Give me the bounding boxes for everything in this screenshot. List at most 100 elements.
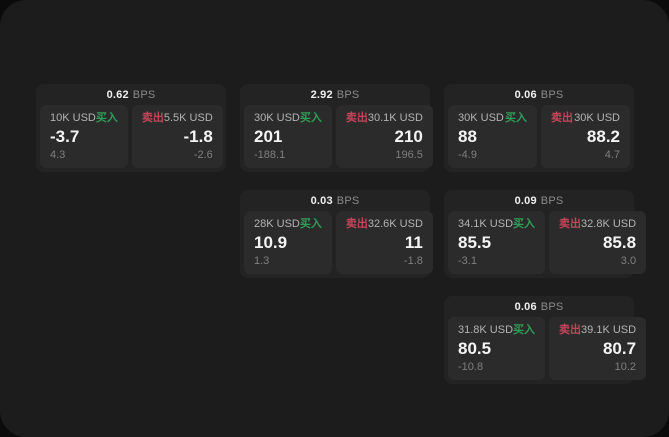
buy-tile-header: 31.8K USD 买入	[458, 324, 535, 337]
card-body: 31.8K USD 买入 80.5 -10.8 卖出 39.1K USD 80.…	[448, 317, 647, 380]
card-body: 10K USD 买入 -3.7 4.3 卖出 5.5K USD -1.8 -2.…	[40, 105, 223, 168]
sell-change: 196.5	[395, 149, 423, 161]
sell-side-label: 卖出	[345, 112, 368, 124]
bps-value: 0.03	[310, 194, 333, 207]
sell-amount: 39.1K USD	[581, 324, 637, 336]
quote-card: 0.06 BPS 30K USD 买入 88 -4.9 卖出 30K USD 8…	[444, 84, 634, 172]
sell-price: 85.8	[602, 233, 637, 252]
card-header: 0.06 BPS	[448, 296, 630, 317]
sell-tile[interactable]: 卖出 32.6K USD 11 -1.8	[335, 211, 433, 274]
sell-tile-header: 卖出 32.8K USD	[559, 218, 636, 231]
bps-unit: BPS	[336, 88, 360, 101]
buy-change: -4.9	[458, 149, 477, 161]
buy-tile-header: 30K USD 买入	[254, 112, 322, 125]
buy-side-label: 买入	[299, 218, 322, 230]
sell-tile-header: 卖出 30K USD	[551, 112, 620, 125]
sell-tile[interactable]: 卖出 5.5K USD -1.8 -2.6	[131, 105, 223, 168]
sell-price: 11	[404, 233, 423, 252]
sell-price: 210	[394, 127, 423, 146]
sell-tile[interactable]: 卖出 32.8K USD 85.8 3.0	[549, 211, 647, 274]
quote-card-grid: 0.62 BPS 10K USD 买入 -3.7 4.3 卖出 5.5K USD…	[36, 84, 647, 384]
sell-amount: 30.1K USD	[367, 112, 423, 124]
bps-unit: BPS	[540, 194, 564, 207]
buy-amount: 30K USD	[458, 112, 504, 124]
sell-change: -1.8	[403, 255, 423, 267]
sell-change: 3.0	[620, 255, 637, 267]
buy-tile[interactable]: 10K USD 买入 -3.7 4.3	[40, 105, 128, 168]
buy-amount: 28K USD	[254, 218, 300, 230]
bps-unit: BPS	[540, 300, 564, 313]
buy-price: 10.9	[254, 233, 288, 252]
buy-change: -188.1	[254, 149, 286, 161]
buy-side-label: 买入	[513, 218, 536, 230]
buy-price: 85.5	[458, 233, 492, 252]
sell-change: 4.7	[604, 149, 620, 161]
card-body: 28K USD 买入 10.9 1.3 卖出 32.6K USD 11 -1.8	[244, 211, 433, 274]
sell-amount: 5.5K USD	[163, 112, 213, 124]
buy-change: 1.3	[254, 255, 270, 267]
sell-change: -2.6	[193, 149, 213, 161]
buy-side-label: 买入	[505, 112, 527, 124]
bps-value: 2.92	[310, 88, 333, 101]
buy-side-label: 买入	[95, 112, 118, 124]
buy-price: 80.5	[458, 339, 492, 358]
buy-tile-header: 30K USD 买入	[458, 112, 527, 125]
buy-amount: 10K USD	[50, 112, 96, 124]
sell-tile[interactable]: 卖出 39.1K USD 80.7 10.2	[549, 317, 647, 380]
buy-tile-header: 10K USD 买入	[50, 112, 118, 125]
card-header: 0.06 BPS	[448, 84, 630, 105]
buy-tile[interactable]: 31.8K USD 买入 80.5 -10.8	[448, 317, 546, 380]
buy-amount: 34.1K USD	[458, 218, 514, 230]
sell-price: 88.2	[586, 127, 620, 146]
bps-value: 0.06	[514, 88, 537, 101]
bps-value: 0.06	[514, 300, 537, 313]
sell-change: 10.2	[614, 361, 637, 373]
quote-card: 0.03 BPS 28K USD 买入 10.9 1.3 卖出 32.6K US…	[240, 190, 433, 278]
card-header: 2.92 BPS	[244, 84, 426, 105]
sell-price: -1.8	[183, 127, 213, 146]
card-header: 0.62 BPS	[40, 84, 222, 105]
sell-tile[interactable]: 卖出 30.1K USD 210 196.5	[335, 105, 433, 168]
card-body: 34.1K USD 买入 85.5 -3.1 卖出 32.8K USD 85.8…	[448, 211, 647, 274]
sell-tile-header: 卖出 30.1K USD	[346, 112, 423, 125]
sell-amount: 32.8K USD	[581, 218, 637, 230]
sell-tile-header: 卖出 39.1K USD	[559, 324, 636, 337]
sell-tile[interactable]: 卖出 30K USD 88.2 4.7	[541, 105, 630, 168]
buy-price: 201	[254, 127, 283, 146]
sell-amount: 32.6K USD	[367, 218, 423, 230]
sell-side-label: 卖出	[559, 218, 582, 230]
card-body: 30K USD 买入 88 -4.9 卖出 30K USD 88.2 4.7	[448, 105, 630, 168]
sell-amount: 30K USD	[574, 112, 620, 124]
quote-card: 0.62 BPS 10K USD 买入 -3.7 4.3 卖出 5.5K USD…	[36, 84, 226, 172]
bps-value: 0.62	[106, 88, 129, 101]
buy-change: 4.3	[50, 149, 66, 161]
buy-change: -10.8	[458, 361, 484, 373]
quote-card: 0.06 BPS 31.8K USD 买入 80.5 -10.8 卖出 39.1…	[444, 296, 647, 384]
bps-unit: BPS	[336, 194, 360, 207]
sell-side-label: 卖出	[551, 112, 573, 124]
bps-unit: BPS	[132, 88, 156, 101]
sell-side-label: 卖出	[141, 112, 164, 124]
buy-tile[interactable]: 30K USD 买入 201 -188.1	[244, 105, 332, 168]
buy-tile-header: 28K USD 买入	[254, 218, 322, 231]
sell-tile-header: 卖出 5.5K USD	[142, 112, 213, 125]
buy-amount: 31.8K USD	[458, 324, 514, 336]
buy-tile[interactable]: 34.1K USD 买入 85.5 -3.1	[448, 211, 546, 274]
card-header: 0.03 BPS	[244, 190, 426, 211]
bps-unit: BPS	[540, 88, 564, 101]
buy-tile[interactable]: 30K USD 买入 88 -4.9	[448, 105, 537, 168]
buy-side-label: 买入	[513, 324, 536, 336]
card-body: 30K USD 买入 201 -188.1 卖出 30.1K USD 210 1…	[244, 105, 433, 168]
sell-tile-header: 卖出 32.6K USD	[346, 218, 423, 231]
quote-card: 2.92 BPS 30K USD 买入 201 -188.1 卖出 30.1K …	[240, 84, 433, 172]
buy-price: -3.7	[50, 127, 80, 146]
sell-price: 80.7	[602, 339, 637, 358]
buy-side-label: 买入	[299, 112, 322, 124]
bps-value: 0.09	[514, 194, 537, 207]
quote-card: 0.09 BPS 34.1K USD 买入 85.5 -3.1 卖出 32.8K…	[444, 190, 647, 278]
buy-amount: 30K USD	[254, 112, 300, 124]
buy-tile-header: 34.1K USD 买入	[458, 218, 535, 231]
buy-tile[interactable]: 28K USD 买入 10.9 1.3	[244, 211, 332, 274]
card-header: 0.09 BPS	[448, 190, 630, 211]
sell-side-label: 卖出	[559, 324, 582, 336]
